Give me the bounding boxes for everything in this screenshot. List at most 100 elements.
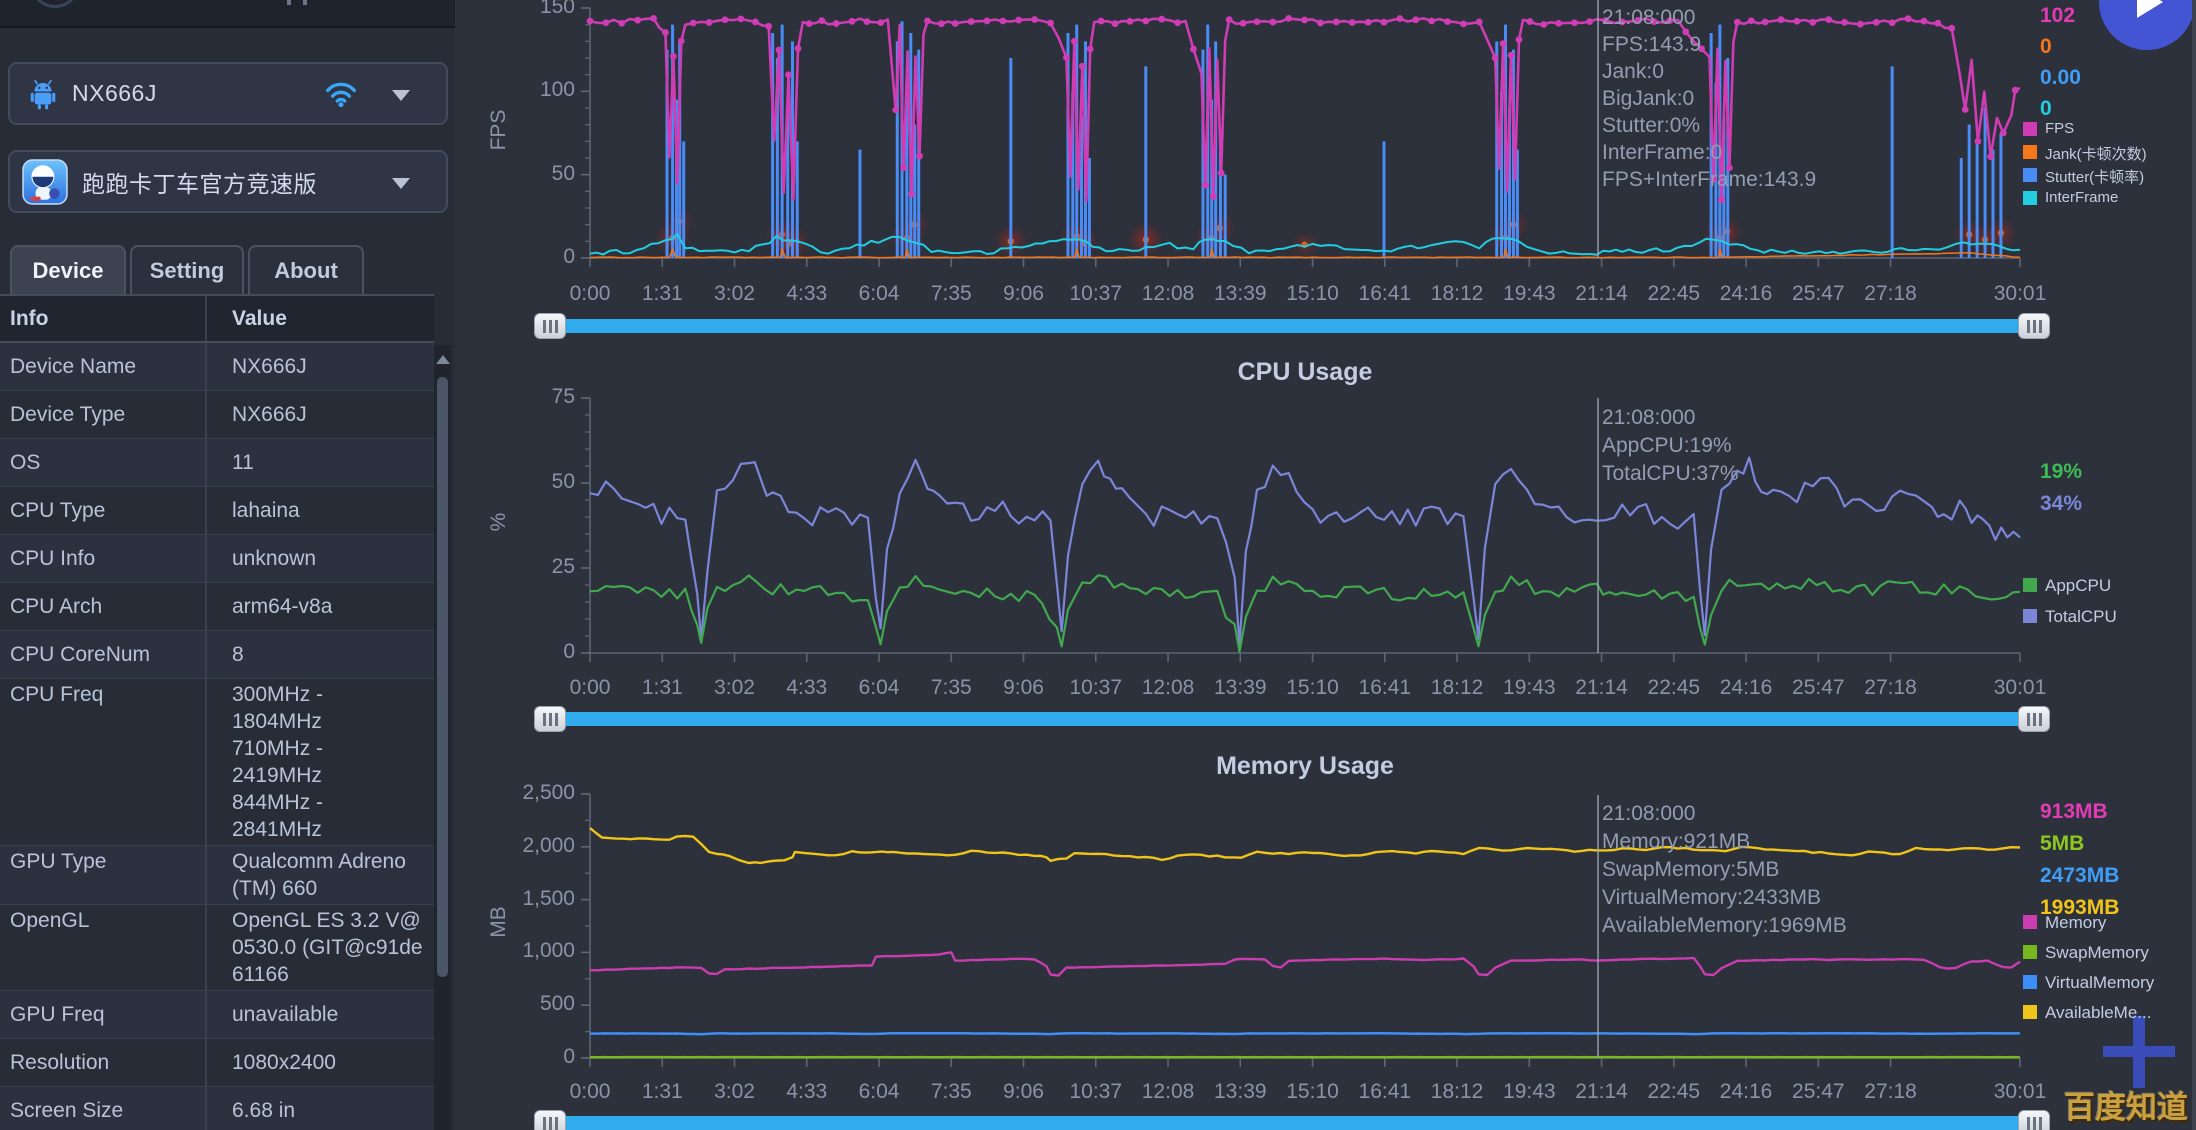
tooltip-line: FPS:143.9 — [1602, 33, 1702, 56]
scrollbar-right-handle[interactable] — [2018, 1110, 2050, 1130]
scrollbar-track[interactable] — [566, 1116, 2018, 1130]
cursor-line — [1597, 0, 1599, 258]
legend-swatch — [2023, 578, 2037, 592]
x-tick-label: 25:47 — [1792, 282, 1845, 305]
x-tick-label: 21:14 — [1575, 676, 1628, 699]
current-value: 102 — [2040, 4, 2076, 27]
x-tick-label: 15:10 — [1286, 1080, 1339, 1103]
x-tick-label: 12:08 — [1141, 282, 1195, 305]
x-tick-label: 16:41 — [1358, 282, 1412, 305]
x-tick-label: 18:12 — [1430, 282, 1484, 305]
app-selector[interactable]: 跑跑卡丁车官方竞速版 — [8, 150, 448, 213]
chart-tooltip: 21:08:000 FPS:143.9 Jank:0 BigJank:0 Stutter… — [1602, 4, 1816, 193]
legend-swatch — [2023, 145, 2037, 159]
sidebar: NX666J — [0, 0, 455, 1130]
play-button[interactable] — [2099, 0, 2195, 50]
x-tick-label: 4:33 — [786, 282, 828, 305]
memory-chart — [581, 793, 2021, 1067]
table-header-info: Info — [0, 296, 207, 341]
scroll-up-arrow-icon[interactable] — [436, 355, 450, 364]
play-icon — [2137, 0, 2163, 18]
chevron-down-icon[interactable] — [392, 90, 410, 101]
legend-item[interactable]: FPS — [2045, 120, 2075, 137]
scrollbar-left-handle[interactable] — [534, 313, 566, 339]
table-row: Device Name NX666J — [0, 343, 434, 391]
row-info: CPU Type — [0, 487, 207, 534]
x-tick-label: 16:41 — [1358, 676, 1412, 699]
legend-item[interactable]: Memory — [2045, 913, 2107, 932]
table-row: Device Type NX666J — [0, 391, 434, 439]
x-tick-label: 21:14 — [1575, 1080, 1628, 1103]
chart-title: Memory Usage — [1216, 752, 1394, 780]
watermark: 百度知道 — [2064, 1090, 2188, 1125]
legend-item[interactable]: Stutter(卡顿率) — [2045, 169, 2145, 186]
legend-item[interactable]: Jank(卡顿次数) — [2045, 146, 2147, 163]
x-tick-label: 16:41 — [1358, 1080, 1412, 1103]
x-tick-label: 12:08 — [1141, 1080, 1195, 1103]
y-tick-label: 0 — [563, 1045, 575, 1068]
legend-item[interactable]: VirtualMemory — [2045, 973, 2155, 992]
x-tick-label: 24:16 — [1719, 1080, 1773, 1103]
right-edge-divider — [2192, 0, 2196, 1130]
x-tick-label: 3:02 — [714, 282, 755, 305]
x-tick-label: 22:45 — [1647, 676, 1701, 699]
legend-swatch — [2023, 1005, 2037, 1019]
x-tick-label: 27:18 — [1864, 1080, 1917, 1103]
x-tick-label: 13:39 — [1214, 1080, 1267, 1103]
scrollbar-track[interactable] — [566, 712, 2018, 726]
chevron-down-icon[interactable] — [392, 178, 410, 189]
tooltip-line: InterFrame:0 — [1602, 141, 1723, 164]
x-tick-label: 1:31 — [641, 282, 683, 305]
row-info: CPU Info — [0, 535, 207, 582]
x-tick-label: 30:01 — [1993, 676, 2047, 699]
y-tick-label: 2,500 — [522, 781, 575, 804]
legend-item[interactable]: AppCPU — [2045, 576, 2112, 595]
y-tick-label: 25 — [551, 555, 575, 578]
x-tick-label: 6:04 — [858, 282, 900, 305]
x-tick-label: 19:43 — [1503, 1080, 1556, 1103]
tooltip-line: 21:08:000 — [1602, 802, 1696, 825]
tab-bar: Device Setting About — [0, 245, 455, 294]
legend-item[interactable]: SwapMemory — [2045, 943, 2149, 962]
legend-item[interactable]: AvailableMe... — [2045, 1003, 2152, 1022]
tooltip-line: VirtualMemory:2433MB — [1602, 886, 1822, 909]
x-tick-label: 22:45 — [1647, 1080, 1701, 1103]
row-value: NX666J — [232, 403, 307, 426]
tab-device[interactable]: Device — [10, 245, 126, 294]
x-tick-label: 1:31 — [641, 676, 683, 699]
legend-swatch — [2023, 191, 2037, 205]
tooltip-line: 21:08:000 — [1602, 406, 1696, 429]
scrollbar-left-handle[interactable] — [534, 706, 566, 732]
x-tick-label: 15:10 — [1286, 282, 1339, 305]
y-tick-label: 50 — [551, 161, 575, 185]
tab-about[interactable]: About — [248, 245, 364, 294]
table-row: GPU Type Qualcomm Adreno (TM) 660 — [0, 846, 434, 905]
sidebar-scrollbar[interactable] — [434, 345, 451, 1130]
scrollbar-track[interactable] — [566, 319, 2018, 333]
scrollbar-right-handle[interactable] — [2018, 706, 2050, 732]
legend-swatch — [2023, 168, 2037, 182]
titlebar-circle-fragment — [30, 0, 80, 8]
row-info: Device Name — [0, 343, 207, 390]
tab-setting[interactable]: Setting — [130, 245, 244, 294]
legend-swatch — [2023, 975, 2037, 989]
app-name-label: 跑跑卡丁车官方竞速版 — [82, 170, 317, 197]
row-info: GPU Type — [0, 846, 207, 904]
x-tick-label: 24:16 — [1719, 676, 1773, 699]
fps-chart — [581, 7, 2021, 267]
scrollbar-left-handle[interactable] — [534, 1110, 566, 1130]
legend-item[interactable]: TotalCPU — [2045, 607, 2117, 626]
row-value: 1080x2400 — [232, 1051, 336, 1074]
x-tick-label: 6:04 — [858, 676, 900, 699]
scrollbar-right-handle[interactable] — [2018, 313, 2050, 339]
current-value: 0 — [2040, 97, 2052, 120]
current-value: 0 — [2040, 35, 2052, 58]
legend-item[interactable]: InterFrame — [2045, 189, 2119, 206]
x-tick-label: 7:35 — [930, 676, 972, 699]
table-row: CPU Arch arm64-v8a — [0, 583, 434, 631]
x-tick-label: 12:08 — [1141, 676, 1195, 699]
sidebar-scrollbar-thumb[interactable] — [437, 377, 448, 977]
y-tick-label: 0 — [563, 245, 575, 268]
device-selector[interactable]: NX666J — [8, 62, 448, 125]
row-info: GPU Freq — [0, 991, 207, 1038]
